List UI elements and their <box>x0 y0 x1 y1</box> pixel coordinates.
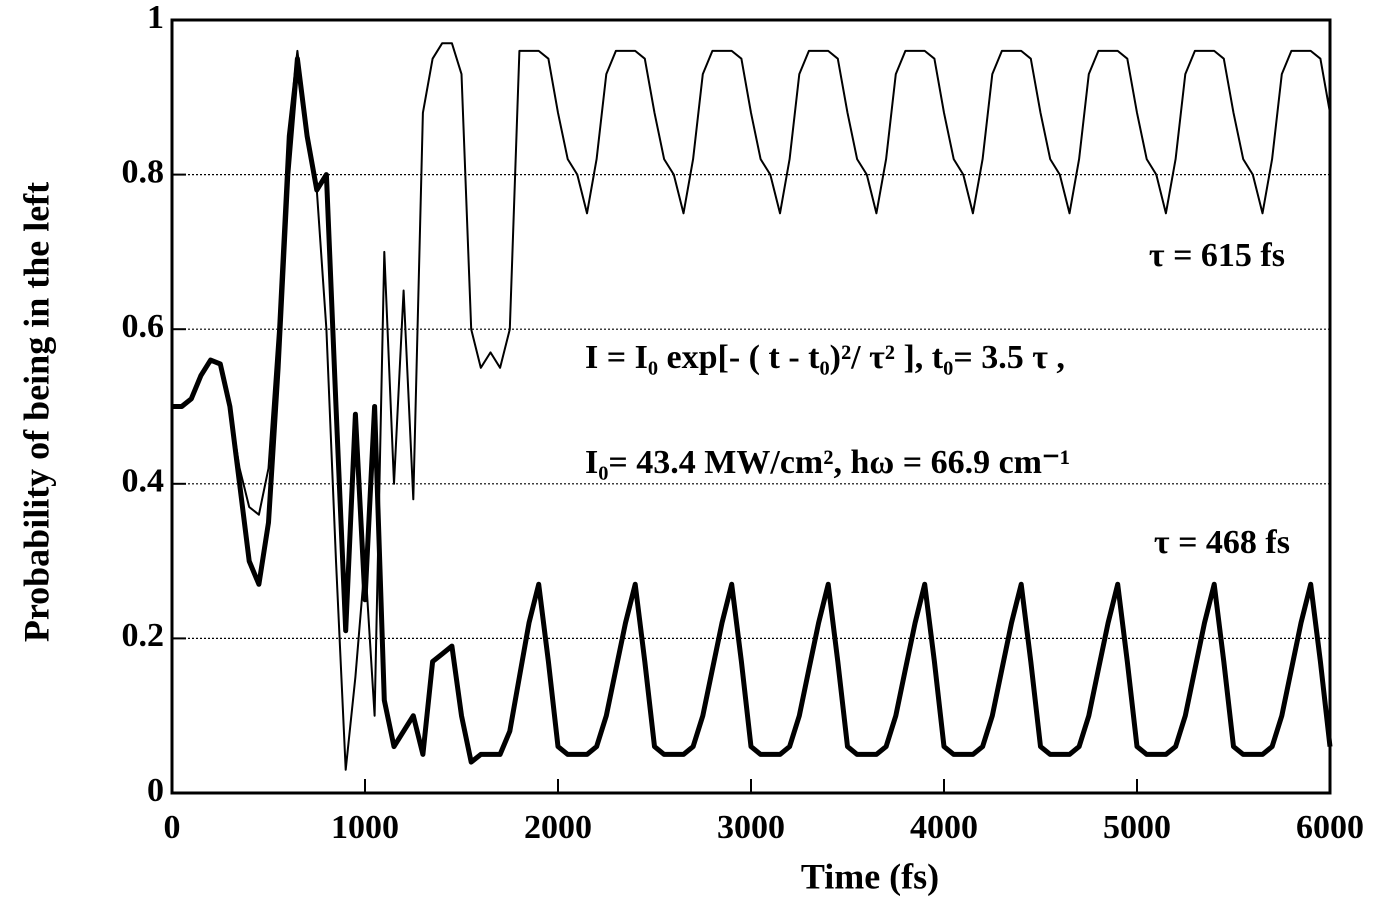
x-tick-label: 5000 <box>1103 809 1171 846</box>
y-tick-label: 0 <box>147 772 164 809</box>
y-tick-label: 0.6 <box>122 308 165 345</box>
annotation: I = I₀ exp[- ( t - t₀)²/ τ² ], t₀= 3.5 τ… <box>585 339 1065 376</box>
series-line <box>172 56 1333 765</box>
annotation: I₀= 43.4 MW/cm², hω = 66.9 cm⁻¹ <box>585 444 1070 481</box>
x-tick-label: 0 <box>164 809 181 846</box>
y-tick-label: 0.8 <box>122 153 165 190</box>
x-tick-label: 6000 <box>1296 809 1364 846</box>
y-tick-label: 0.2 <box>122 617 165 654</box>
series-line <box>172 42 1331 771</box>
y-axis-label: Probability of being in the left <box>16 182 56 642</box>
x-tick-label: 1000 <box>331 809 399 846</box>
y-tick-label: 1 <box>147 0 164 36</box>
x-tick-label: 4000 <box>910 809 978 846</box>
x-tick-label: 3000 <box>717 809 785 846</box>
series-label: τ = 468 fs <box>1154 524 1290 561</box>
plot-frame <box>170 18 1332 795</box>
x-tick-label: 2000 <box>524 809 592 846</box>
x-axis-label: Time (fs) <box>801 856 939 896</box>
y-tick-label: 0.4 <box>122 463 165 500</box>
series-label: τ = 615 fs <box>1149 237 1285 274</box>
